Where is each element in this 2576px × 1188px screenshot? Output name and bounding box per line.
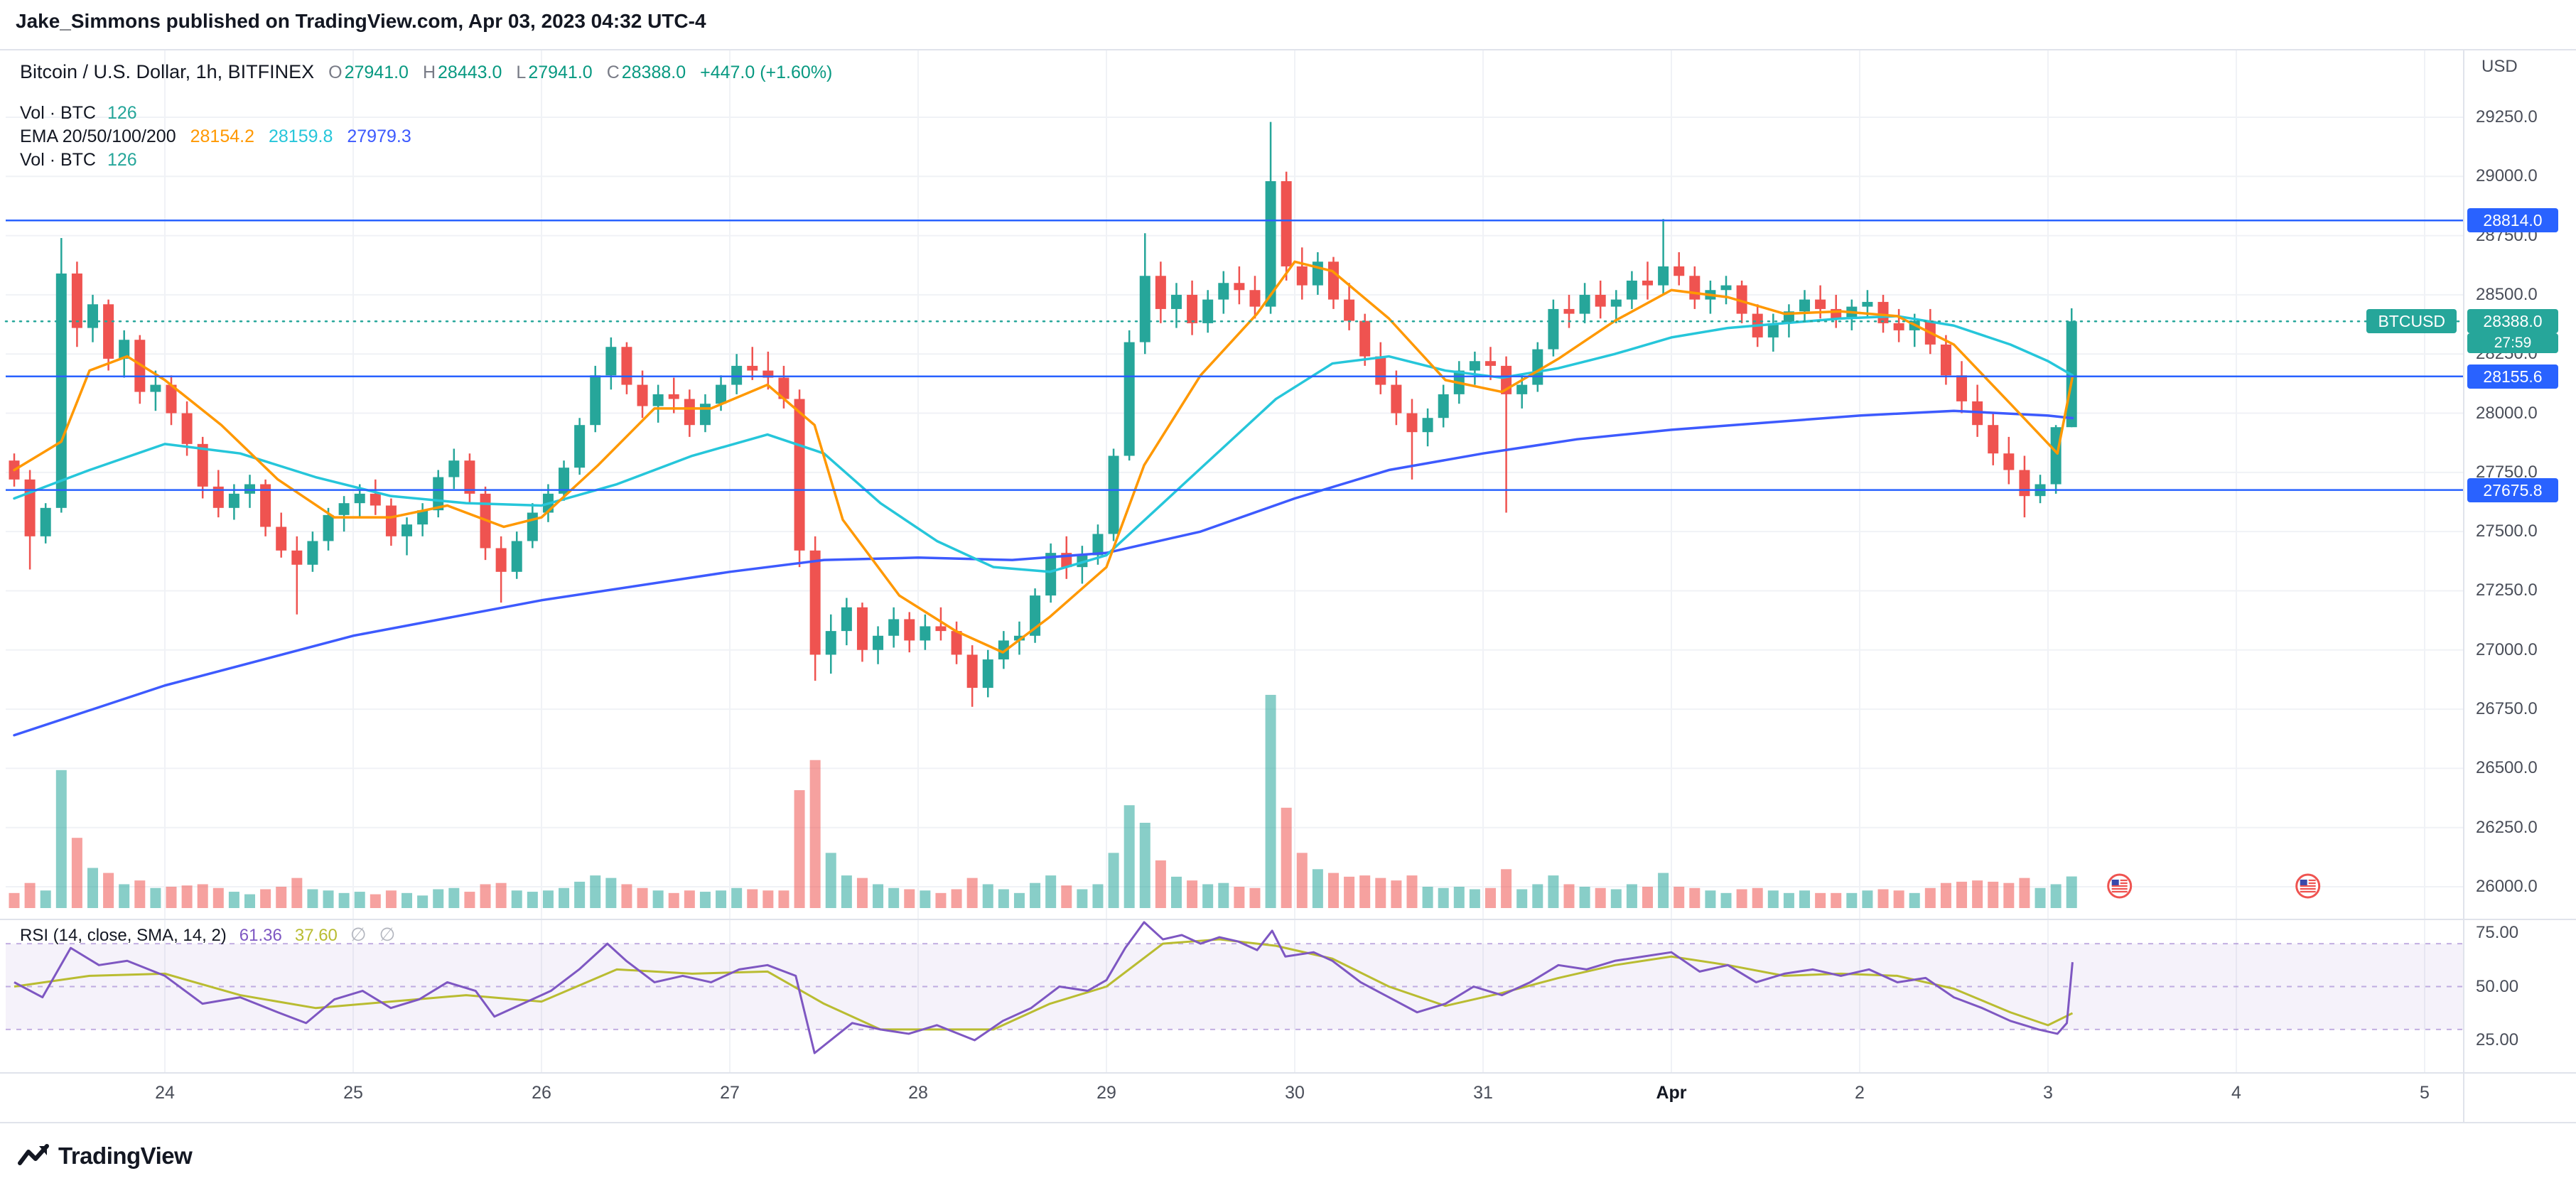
tradingview-logo-text: TradingView — [58, 1143, 193, 1169]
volume-legend-row[interactable]: Vol · BTC 126 — [20, 103, 832, 126]
tradingview-logo-icon — [18, 1144, 49, 1165]
price-tick-label: 28000.0 — [2476, 403, 2538, 423]
time-tick-label: 30 — [1285, 1083, 1305, 1103]
rsi-tick-label: 75.00 — [2476, 923, 2519, 942]
time-tick-label: 29 — [1096, 1083, 1116, 1103]
ohlc-close-label: C — [606, 63, 620, 82]
us-flag-event-icon[interactable] — [2295, 873, 2321, 899]
price-tick-label: 29000.0 — [2476, 166, 2538, 186]
ema200-line — [13, 409, 2074, 737]
ohlc-high-value: 28443.0 — [438, 63, 502, 82]
rsi-sma-value: 37.60 — [294, 926, 338, 945]
tradingview-branding[interactable]: TradingView — [17, 1140, 193, 1172]
volume-indicator-label: Vol · BTC — [20, 103, 96, 123]
ema-legend-row[interactable]: EMA 20/50/100/200 28154.2 28159.8 27979.… — [20, 126, 832, 150]
ohlc-low-value: 27941.0 — [528, 63, 593, 82]
symbol-title[interactable]: Bitcoin / U.S. Dollar, 1h, BITFINEX — [20, 61, 315, 82]
price-tick-label: 27000.0 — [2476, 639, 2538, 659]
rsi-value: 61.36 — [239, 926, 282, 945]
price-tick-label: 26500.0 — [2476, 758, 2538, 778]
rsi-tick-label: 50.00 — [2476, 976, 2519, 996]
rsi-indicator-label: RSI (14, close, SMA, 14, 2) — [20, 926, 227, 945]
price-tick-label: 26750.0 — [2476, 699, 2538, 719]
volume-value-2: 126 — [107, 150, 137, 170]
chart-legend: Bitcoin / U.S. Dollar, 1h, BITFINEX O 279… — [20, 61, 832, 173]
volume-indicator-label-2: Vol · BTC — [20, 150, 96, 170]
time-tick-label: 2 — [1855, 1083, 1865, 1103]
time-tick-label: 27 — [720, 1083, 740, 1103]
pane-dividers — [0, 49, 2576, 1123]
empty-set-icon: ∅ — [379, 924, 396, 945]
time-tick-label: 28 — [908, 1083, 928, 1103]
ema50-value: 28159.8 — [269, 126, 333, 146]
ohlc-open-label: O — [328, 63, 343, 82]
time-tick-label: Apr — [1656, 1083, 1687, 1103]
ema-indicator-label: EMA 20/50/100/200 — [20, 126, 176, 146]
symbol-legend-row[interactable]: Bitcoin / U.S. Dollar, 1h, BITFINEX O 279… — [20, 61, 832, 85]
time-tick-label: 25 — [343, 1083, 363, 1103]
ohlc-high-label: H — [422, 63, 436, 82]
attribution-text: Jake_Simmons published on TradingView.co… — [16, 10, 706, 32]
price-level-tag: 28814.0 — [2467, 208, 2558, 233]
ohlc-low-label: L — [516, 63, 527, 82]
change-value: +447.0 (+1.60%) — [700, 63, 833, 82]
volume-series — [9, 694, 2077, 908]
price-level-lines — [6, 220, 2464, 491]
price-axis-currency: USD — [2481, 57, 2518, 76]
time-tick-label: 24 — [155, 1083, 175, 1103]
symbol-price-badge: BTCUSD — [2366, 309, 2457, 333]
last-price-tag: 28388.0 — [2467, 309, 2558, 334]
empty-set-icon: ∅ — [350, 924, 367, 945]
price-level-tag: 28155.6 — [2467, 364, 2558, 389]
time-tick-label: 3 — [2043, 1083, 2053, 1103]
rsi-line — [14, 921, 2074, 1054]
countdown-tag: 27:59 — [2467, 333, 2558, 354]
us-flag-event-icon[interactable] — [2107, 873, 2133, 899]
rsi-tick-label: 25.00 — [2476, 1030, 2519, 1049]
price-tick-label: 26000.0 — [2476, 877, 2538, 896]
ema20-value: 28154.2 — [190, 126, 254, 146]
rsi-legend[interactable]: RSI (14, close, SMA, 14, 2) 61.36 37.60 … — [20, 924, 395, 946]
ema20-line — [13, 260, 2074, 654]
time-tick-label: 26 — [532, 1083, 551, 1103]
price-tick-label: 26250.0 — [2476, 817, 2538, 837]
time-tick-label: 31 — [1473, 1083, 1493, 1103]
volume-legend-row-2[interactable]: Vol · BTC 126 — [20, 150, 832, 173]
volume-value: 126 — [107, 103, 137, 123]
time-tick-label: 4 — [2231, 1083, 2241, 1103]
price-tick-label: 29250.0 — [2476, 107, 2538, 126]
ema200-value: 27979.3 — [347, 126, 411, 146]
ohlc-close-value: 28388.0 — [621, 63, 686, 82]
rsi-band — [6, 943, 2464, 1030]
ohlc-open-value: 27941.0 — [344, 63, 409, 82]
time-tick-label: 5 — [2420, 1083, 2430, 1103]
price-level-tag: 27675.8 — [2467, 477, 2558, 502]
rsi-sma-line — [14, 938, 2074, 1031]
price-tick-label: 27500.0 — [2476, 522, 2538, 541]
price-tick-label: 28500.0 — [2476, 284, 2538, 304]
price-tick-label: 27250.0 — [2476, 580, 2538, 600]
